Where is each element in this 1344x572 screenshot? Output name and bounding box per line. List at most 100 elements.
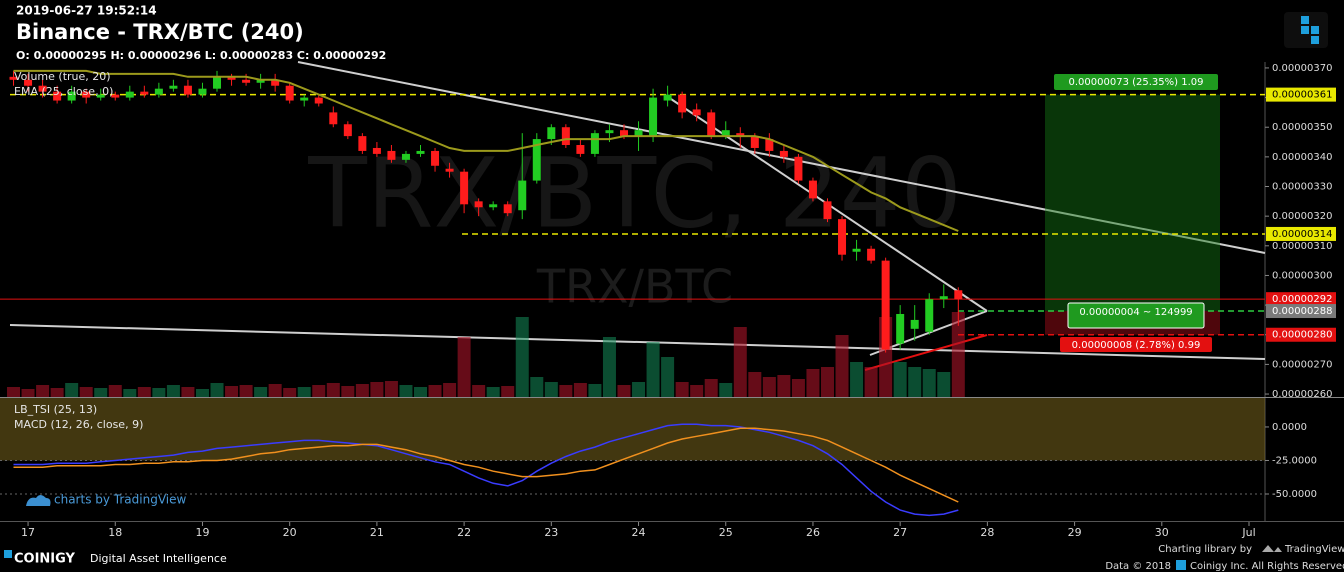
volume-bar — [530, 377, 544, 397]
x-tick-label: 30 — [1155, 526, 1169, 539]
watermark-layer: TRX/BTC, 240 TRX/BTC — [307, 137, 962, 313]
candle-body — [198, 88, 207, 95]
volume-bar — [850, 362, 864, 397]
candle-body — [925, 299, 934, 332]
footer-rights: Coinigy Inc. All Rights Reserved. — [1190, 561, 1344, 572]
volume-bar — [65, 383, 79, 397]
y-tick-label: -50.0000 — [1272, 489, 1317, 500]
volume-bar — [225, 386, 239, 397]
candle-body — [125, 91, 134, 98]
volume-bar — [399, 385, 413, 397]
volume-bar — [7, 387, 21, 397]
volume-bar — [617, 385, 631, 397]
volume-bar — [457, 337, 471, 397]
candle-body — [649, 97, 658, 137]
candle-body — [474, 201, 483, 208]
candle-body — [431, 150, 440, 166]
y-tick-label: 0.00000270 — [1272, 359, 1332, 370]
y-tick-label: 0.0000 — [1272, 422, 1307, 433]
volume-bar — [254, 387, 268, 397]
volume-bar — [50, 388, 64, 397]
target-label-box — [1054, 74, 1218, 90]
y-tick-label: 0.00000370 — [1272, 63, 1332, 74]
candle-body — [387, 150, 396, 160]
volume-bar — [806, 369, 820, 397]
footer-tagline: Digital Asset Intelligence — [90, 552, 227, 565]
legend-ema: EMA (25, close, 0) — [14, 85, 113, 98]
x-tick-label: 19 — [195, 526, 209, 539]
volume-bar — [690, 385, 704, 397]
volume-bar — [123, 389, 137, 397]
candle-body — [24, 79, 33, 86]
candle-body — [852, 248, 861, 252]
candle-body — [343, 124, 352, 137]
x-tick-label: 29 — [1068, 526, 1082, 539]
stop-label-box — [1060, 337, 1212, 352]
footer-data: Data © 2018 — [1105, 561, 1171, 572]
candle-body — [140, 91, 149, 95]
candle-body — [678, 94, 687, 113]
candle-body — [460, 171, 469, 205]
candle-body — [227, 76, 236, 80]
candle-body — [372, 147, 381, 154]
candle-body — [169, 85, 178, 89]
candle-body — [605, 130, 614, 134]
x-tick-label: 21 — [370, 526, 384, 539]
volume-bar — [486, 387, 500, 397]
candle-body — [38, 85, 47, 92]
candle-body — [794, 156, 803, 181]
y-tick-label: 0.00000330 — [1272, 182, 1332, 193]
stop-label: 0.00000008 (2.78%) 0.99 — [1072, 340, 1201, 351]
candle-body — [707, 112, 716, 137]
ohlc: O: 0.00000295 H: 0.00000296 L: 0.0000028… — [16, 49, 386, 62]
candle-body — [547, 127, 556, 140]
volume-bar — [137, 387, 151, 397]
volume-bar — [544, 382, 558, 397]
candle-body — [823, 201, 832, 220]
volume-bar — [820, 367, 834, 397]
candle-body — [242, 79, 251, 83]
tradingview-cloud — [26, 495, 51, 506]
x-tick-label: 24 — [632, 526, 646, 539]
candle-body — [736, 133, 745, 137]
y-tick-label: -25.0000 — [1272, 455, 1317, 466]
candle-body — [590, 133, 599, 154]
volume-bar — [370, 382, 384, 397]
candle-body — [939, 296, 948, 300]
candle-body — [9, 76, 18, 80]
candle-body — [721, 130, 730, 137]
candle-body — [300, 97, 309, 101]
indicator-line — [13, 423, 959, 517]
volume-bar — [108, 385, 122, 397]
candle-body — [271, 79, 280, 86]
attribution[interactable]: charts by TradingView — [54, 493, 186, 507]
volume-bar — [937, 372, 951, 397]
footer-icon — [1176, 560, 1186, 570]
time-axis: 17 18 19 20 21 22 23 24 25 26 27 28 29 30 Jul — [21, 522, 1256, 539]
candle-body — [489, 204, 498, 208]
volume-bar — [719, 383, 733, 397]
candle-body — [532, 139, 541, 181]
candle-body — [503, 204, 512, 214]
price-level-box — [1266, 87, 1336, 102]
volume-bar — [515, 317, 529, 397]
volume-bar — [79, 387, 93, 397]
profit-zone — [1045, 94, 1220, 312]
x-tick-label: 17 — [21, 526, 35, 539]
timestamp: 2019-06-27 19:52:14 — [16, 4, 157, 18]
candle-body — [896, 313, 905, 344]
y-tick-label: 0.00000300 — [1272, 270, 1332, 281]
footer-library: Charting library by — [1158, 544, 1252, 555]
candle-body — [765, 139, 774, 151]
candle-body — [779, 150, 788, 157]
candle-body — [634, 130, 643, 137]
candle-body — [954, 290, 963, 300]
price-level-box — [1266, 304, 1336, 319]
watermark-sub: TRX/BTC — [536, 260, 733, 314]
watermark: TRX/BTC, 240 — [307, 137, 962, 249]
volume-bar — [326, 383, 340, 397]
candle-body — [96, 94, 105, 98]
volume-bar — [922, 369, 936, 397]
volume-bar — [384, 381, 398, 397]
price-level-label: 0.00000314 — [1272, 229, 1332, 240]
